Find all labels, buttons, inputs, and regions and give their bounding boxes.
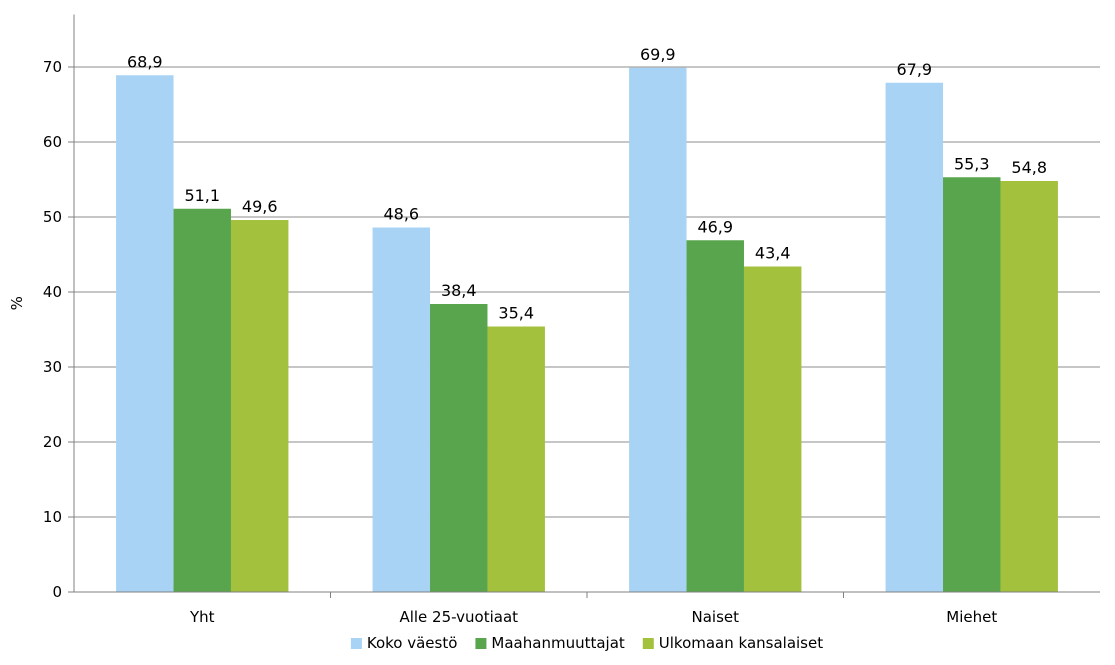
bars <box>116 67 1058 592</box>
bar <box>116 75 174 592</box>
legend: Koko väestö Maahanmuuttajat Ulkomaan kansa… <box>350 634 823 652</box>
data-label: 48,6 <box>383 205 419 224</box>
data-label: 54,8 <box>1011 158 1047 177</box>
data-label: 69,9 <box>640 45 676 64</box>
legend-swatch <box>475 638 487 649</box>
bar <box>686 240 744 592</box>
data-label: 55,3 <box>954 154 990 173</box>
labels: 68,9 51,1 49,6 48,6 38,4 35,4 69,9 46,9 43,4 67,9… <box>127 45 1047 323</box>
legend-label: Koko väestö <box>367 634 458 652</box>
bar <box>1000 181 1058 592</box>
data-label: 38,4 <box>441 281 477 300</box>
bar <box>629 67 687 592</box>
legend-item: Ulkomaan kansalaiset <box>642 634 823 652</box>
data-label: 67,9 <box>896 60 932 79</box>
data-label: 43,4 <box>755 244 791 263</box>
y-tick-label: 70 <box>43 58 62 76</box>
y-tick-label: 60 <box>43 133 62 151</box>
legend-swatch <box>642 638 654 649</box>
data-label: 46,9 <box>697 217 733 236</box>
bar <box>173 208 231 592</box>
x-tick-label: Naiset <box>691 608 739 626</box>
y-tick-label: 40 <box>43 283 62 301</box>
y-tick-label: 20 <box>43 433 62 451</box>
y-axis-title: % <box>8 296 26 310</box>
data-label: 49,6 <box>242 197 278 216</box>
x-tick-label: Alle 25-vuotiaat <box>399 608 518 626</box>
legend-label: Ulkomaan kansalaiset <box>659 634 823 652</box>
bar <box>943 177 1001 592</box>
bar <box>430 304 488 592</box>
bar <box>230 220 289 592</box>
bar <box>487 326 545 592</box>
legend-label: Maahanmuuttajat <box>491 634 624 652</box>
data-label: 51,1 <box>184 186 220 205</box>
legend-item: Koko väestö <box>350 634 458 652</box>
y-tick-label: 50 <box>43 208 62 226</box>
bar <box>885 82 944 592</box>
legend-item: Maahanmuuttajat <box>475 634 625 652</box>
bar <box>372 227 431 592</box>
axes: 0 10 20 30 40 50 60 70% Yht Alle 25-vuotiaat Naise… <box>8 14 1100 626</box>
y-tick-label: 0 <box>52 583 62 601</box>
x-tick-label: Miehet <box>946 608 997 626</box>
data-label: 35,4 <box>498 304 534 323</box>
data-label: 68,9 <box>127 52 163 71</box>
y-tick-label: 10 <box>43 508 62 526</box>
x-tick-label: Yht <box>189 608 215 626</box>
legend-swatch <box>350 638 362 649</box>
bar <box>743 266 802 592</box>
y-tick-label: 30 <box>43 358 62 376</box>
